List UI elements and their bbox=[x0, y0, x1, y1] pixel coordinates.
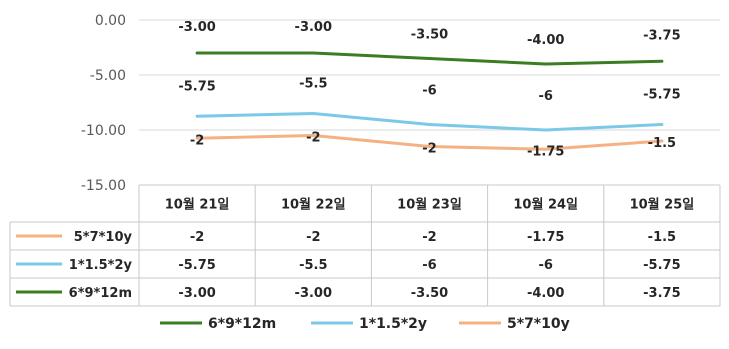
data-label: -3.00 bbox=[295, 20, 332, 35]
data-label: -2 bbox=[190, 133, 204, 148]
table-row-name: 5*7*10y bbox=[74, 230, 133, 245]
table-cell: -6 bbox=[422, 258, 436, 273]
table-cell: -3.75 bbox=[643, 286, 680, 301]
table-cell: -1.5 bbox=[648, 230, 676, 245]
category-label: 10월 25일 bbox=[630, 197, 695, 213]
data-label: -3.00 bbox=[178, 20, 215, 35]
data-label: -1.5 bbox=[648, 136, 676, 151]
table-cell: -6 bbox=[538, 258, 552, 273]
legend-label: 6*9*12m bbox=[208, 316, 276, 332]
table-row-name: 6*9*12m bbox=[69, 286, 132, 301]
y-tick-label: -10.00 bbox=[81, 123, 126, 139]
data-label: -5.75 bbox=[178, 79, 215, 94]
table-cell: -2 bbox=[422, 230, 436, 245]
y-tick-label: -5.00 bbox=[90, 68, 126, 84]
category-label: 10월 23일 bbox=[397, 197, 462, 213]
table-cell: -4.00 bbox=[527, 286, 564, 301]
y-tick-label: -15.00 bbox=[81, 178, 126, 194]
table-cell: -1.75 bbox=[527, 230, 564, 245]
table-cell: -2 bbox=[190, 230, 204, 245]
series-line-6*9*12m bbox=[195, 51, 664, 66]
table-cell: -5.75 bbox=[178, 258, 215, 273]
data-label: -6 bbox=[422, 84, 436, 99]
series-line-5*7*10y bbox=[195, 134, 664, 151]
data-label: -2 bbox=[306, 131, 320, 146]
data-label: -3.75 bbox=[643, 28, 680, 43]
category-label: 10월 24일 bbox=[513, 197, 578, 213]
table-cell: -3.00 bbox=[178, 286, 215, 301]
legend-label: 5*7*10y bbox=[507, 316, 570, 332]
data-label: -1.75 bbox=[527, 144, 564, 159]
category-label: 10월 21일 bbox=[165, 197, 230, 213]
data-label: -5.5 bbox=[299, 77, 327, 92]
data-label: -3.50 bbox=[411, 28, 448, 43]
table-row-name: 1*1.5*2y bbox=[69, 258, 133, 273]
data-label: -4.00 bbox=[527, 33, 564, 48]
table-cell: -2 bbox=[306, 230, 320, 245]
data-label: -2 bbox=[422, 142, 436, 157]
table-cell: -5.5 bbox=[299, 258, 327, 273]
category-label: 10월 22일 bbox=[281, 197, 346, 213]
table-cell: -5.75 bbox=[643, 258, 680, 273]
table-cell: -3.50 bbox=[411, 286, 448, 301]
table-cell: -3.00 bbox=[295, 286, 332, 301]
data-label: -5.75 bbox=[643, 88, 680, 103]
y-tick-label: 0.00 bbox=[95, 13, 126, 29]
data-label: -6 bbox=[538, 89, 552, 104]
series-line-1*1.5*2y bbox=[195, 112, 664, 132]
legend-label: 1*1.5*2y bbox=[359, 316, 427, 332]
